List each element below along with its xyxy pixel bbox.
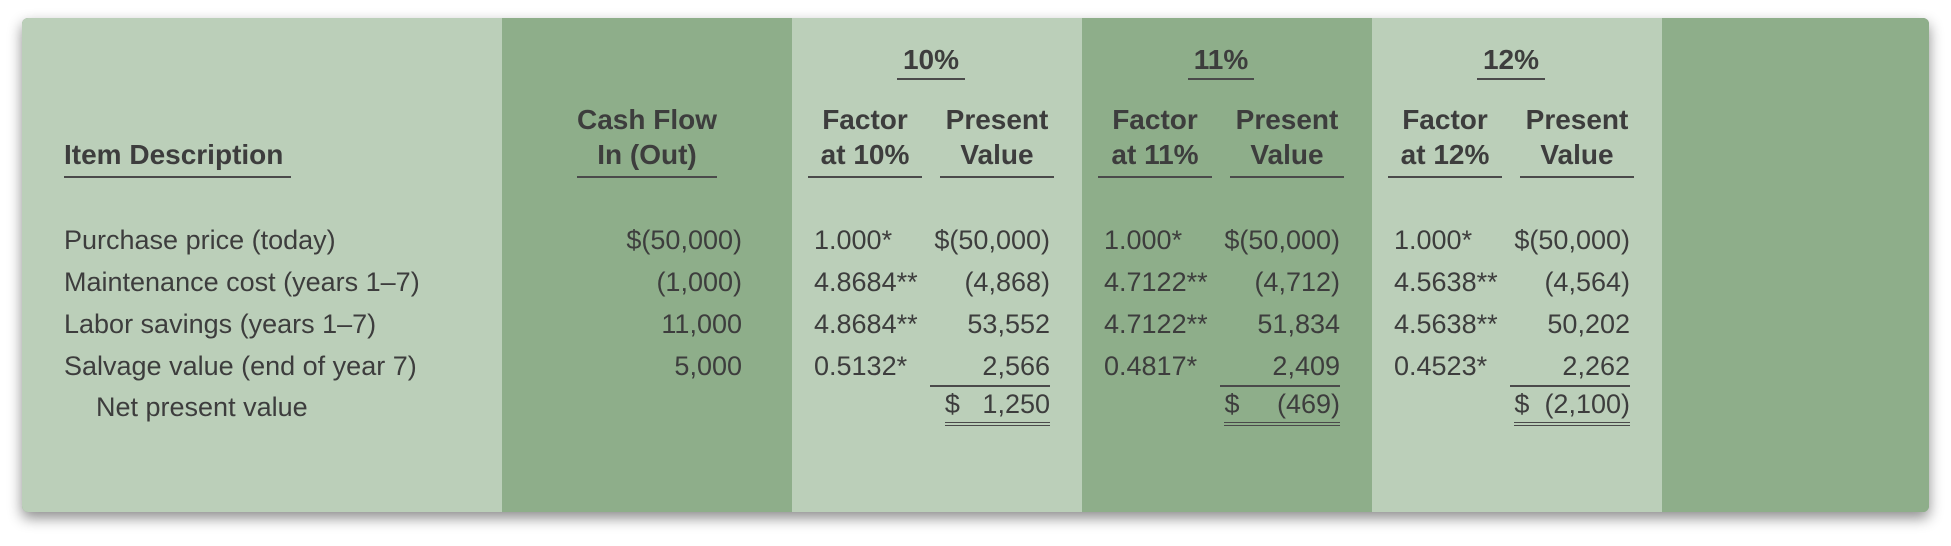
cash-cell-empty (512, 387, 782, 429)
header-rate-10: Factorat 10% PresentValue (808, 80, 1054, 186)
header-item-description: Item Description (64, 80, 492, 186)
header-cashflow: Cash Flow In (Out) (512, 80, 782, 186)
npv-table-figure: . Item Description Purchase price (today… (0, 0, 1951, 546)
rate-row: 0.4817*2,409 (1098, 346, 1344, 388)
header-rate-12: Factorat 12% PresentValue (1388, 80, 1634, 186)
rate-row: 4.7122**51,834 (1098, 304, 1344, 346)
col-rate-12: 12% Factorat 12% PresentValue 1.000*$(50… (1372, 18, 1662, 512)
row-desc: Salvage value (end of year 7) (64, 346, 492, 388)
row-desc: Labor savings (years 1–7) (64, 304, 492, 346)
rate-row: 4.5638**50,202 (1388, 304, 1634, 346)
cash-cell: 5,000 (512, 346, 782, 388)
rate-band-11: 11% (1098, 32, 1344, 80)
rate-row: 1.000*$(50,000) (1098, 220, 1344, 262)
rate-band-10: 10% (808, 32, 1054, 80)
rate-row: 0.5132*2,566 (808, 346, 1054, 388)
npv-row-12: $ (2,100) (1388, 385, 1634, 426)
row-npv-label: Net present value (64, 387, 492, 429)
row-desc: Maintenance cost (years 1–7) (64, 262, 492, 304)
npv-row-10: $ 1,250 (808, 385, 1054, 426)
col-cashflow: . Cash Flow In (Out) $(50,000) (1,000) 1… (502, 18, 792, 512)
col-rate-10: 10% Factorat 10% PresentValue 1.000*$(50… (792, 18, 1082, 512)
rate-row: 0.4523*2,262 (1388, 346, 1634, 388)
col-rate-11: 11% Factorat 11% PresentValue 1.000*$(50… (1082, 18, 1372, 512)
npv-row-11: $ (469) (1098, 385, 1344, 426)
cash-cell: $(50,000) (512, 220, 782, 262)
col-item-description: . Item Description Purchase price (today… (22, 18, 502, 512)
rate-row: 4.8684**(4,868) (808, 262, 1054, 304)
rate-row: 4.8684**53,552 (808, 304, 1054, 346)
rate-row: 4.5638**(4,564) (1388, 262, 1634, 304)
cash-cell: (1,000) (512, 262, 782, 304)
row-desc: Purchase price (today) (64, 220, 492, 262)
header-rate-11: Factorat 11% PresentValue (1098, 80, 1344, 186)
rate-band-12: 12% (1388, 32, 1634, 80)
rate-row: 4.7122**(4,712) (1098, 262, 1344, 304)
npv-table: . Item Description Purchase price (today… (22, 18, 1929, 512)
rate-row: 1.000*$(50,000) (808, 220, 1054, 262)
rate-row: 1.000*$(50,000) (1388, 220, 1634, 262)
cash-cell: 11,000 (512, 304, 782, 346)
col-trailing (1662, 18, 1929, 512)
